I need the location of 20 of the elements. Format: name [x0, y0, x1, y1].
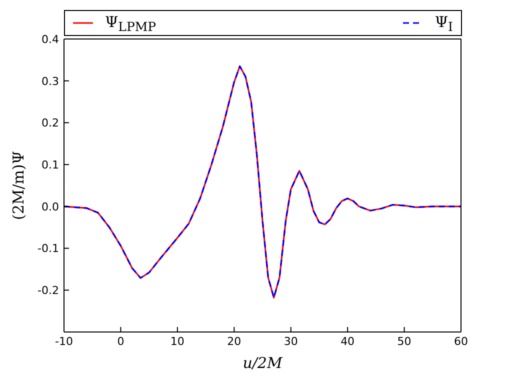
legend-label: Ψ$_{LPMP}$ — [105, 12, 156, 34]
x-tick-label: 20 — [227, 334, 242, 348]
x-tick-label: 50 — [397, 334, 412, 348]
x-tick-label: 30 — [284, 334, 298, 348]
legend-label: Ψ$_{I}$ — [434, 12, 453, 34]
x-tick-label: 0 — [117, 334, 124, 348]
x-tick-label: 10 — [170, 334, 184, 348]
y-tick-label: 0.1 — [42, 158, 59, 172]
y-tick-label: 0.2 — [42, 116, 59, 130]
y-tick-label: 0.3 — [42, 74, 59, 88]
y-tick-label: 0.4 — [42, 32, 59, 46]
y-tick-label: -0.2 — [38, 284, 59, 298]
x-tick-label: 60 — [454, 334, 468, 348]
y-tick-label: -0.1 — [38, 242, 59, 256]
y-axis-title: (2M/m)Ψ — [9, 150, 28, 220]
x-tick-label: -10 — [55, 334, 73, 348]
x-axis-title: u/2M — [242, 354, 283, 372]
line-series — [64, 65, 461, 298]
y-tick-label: 0.0 — [42, 200, 59, 214]
x-tick-label: 40 — [340, 334, 355, 348]
